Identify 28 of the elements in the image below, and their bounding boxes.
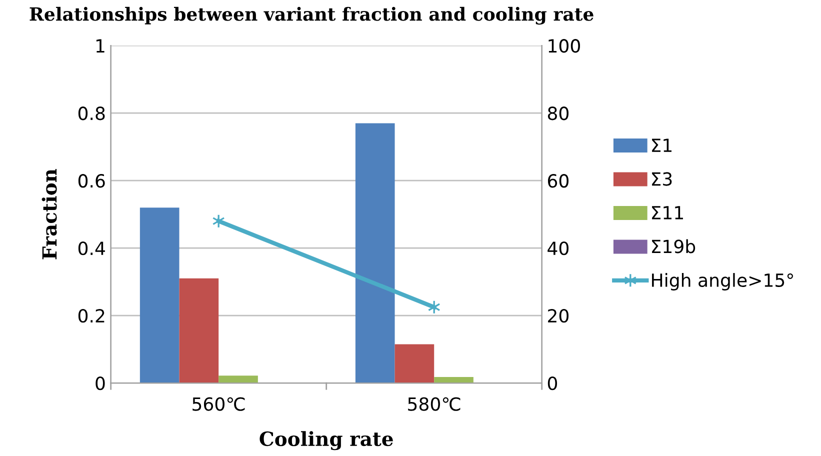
y2-tick-label: 80 (548, 106, 568, 120)
y-tick-label: 0.8 (78, 106, 105, 120)
y2-tick-label: 40 (548, 242, 568, 256)
chart-title: Relationships between variant fraction and cooling rate (30, 6, 594, 25)
y-tick-label: 0.6 (78, 174, 105, 188)
bar (394, 344, 434, 384)
legend-label: High angle>15° (652, 273, 793, 291)
y2-tick-label: 20 (548, 309, 568, 323)
bar (355, 123, 395, 384)
y-axis-title: Fraction (42, 168, 57, 260)
y2-tick-label: 0 (548, 376, 558, 390)
bar (179, 278, 219, 384)
y2-tick-label: 60 (548, 174, 568, 188)
legend-label: Σ11 (652, 206, 683, 220)
y-tick-label: 0 (96, 376, 105, 390)
legend-label: Σ19b (652, 239, 696, 254)
y2-tick-label: 100 (548, 39, 580, 53)
x-tick-label: 560℃ (192, 397, 245, 411)
legend-label: Σ1 (652, 138, 672, 152)
x-axis-title: Cooling rate (260, 431, 393, 450)
bar (140, 208, 180, 384)
x-tick-label: 580℃ (408, 397, 460, 411)
y-tick-label: 1 (96, 39, 104, 52)
y-tick-label: 0.4 (78, 242, 105, 256)
bar (218, 376, 258, 384)
y-tick-label: 0.2 (78, 309, 104, 323)
legend-label: Σ3 (652, 172, 672, 186)
bar (434, 376, 474, 384)
